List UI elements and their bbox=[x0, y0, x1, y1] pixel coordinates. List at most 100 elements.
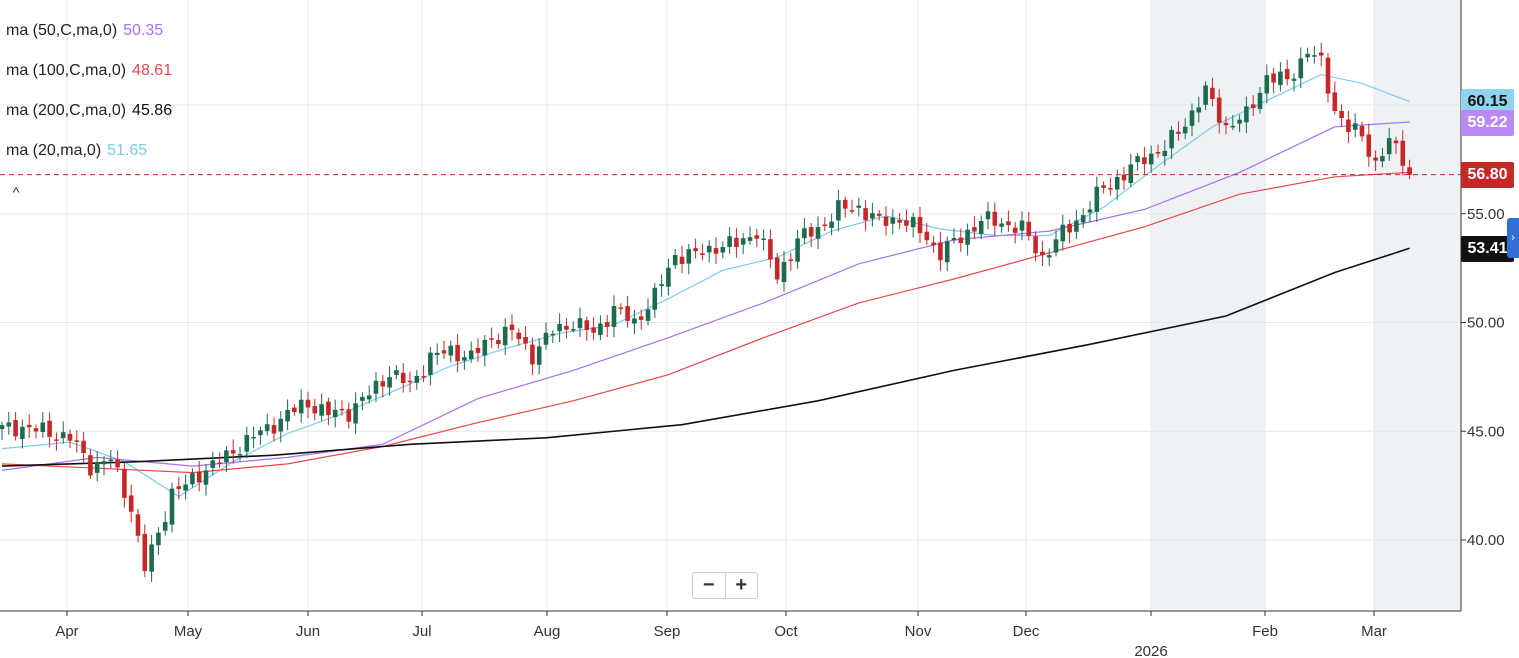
candle-body bbox=[577, 318, 583, 329]
candle-body bbox=[1196, 107, 1202, 113]
candle-body bbox=[373, 380, 379, 394]
expand-panel-icon[interactable]: › bbox=[1507, 218, 1519, 258]
candle-body bbox=[1325, 57, 1331, 94]
candle-body bbox=[1176, 131, 1181, 134]
candle-body bbox=[244, 435, 250, 452]
candle-body bbox=[740, 238, 746, 245]
candle-body bbox=[632, 318, 637, 324]
candle-body bbox=[1012, 227, 1018, 233]
candle-body bbox=[455, 344, 460, 362]
candle-body bbox=[747, 237, 753, 241]
candle-body bbox=[1230, 125, 1236, 128]
candle-body bbox=[557, 323, 562, 332]
candle-body bbox=[679, 256, 685, 264]
candle-body bbox=[1312, 55, 1317, 57]
x-tick-label: Jun bbox=[296, 623, 320, 640]
candle-body bbox=[944, 241, 950, 263]
candle-body bbox=[1352, 123, 1358, 130]
candle-body bbox=[550, 333, 556, 336]
candle-body bbox=[598, 323, 603, 336]
candle-body bbox=[1114, 176, 1120, 190]
candle-body bbox=[230, 450, 236, 454]
ma-line bbox=[1, 171, 1410, 474]
candle-body bbox=[414, 375, 420, 383]
candle-body bbox=[1026, 221, 1032, 237]
candle-body bbox=[992, 211, 998, 226]
candle-body bbox=[360, 396, 365, 401]
candle-body bbox=[543, 332, 549, 345]
candle-body bbox=[122, 468, 127, 498]
candle-body bbox=[475, 347, 481, 354]
collapse-legend-icon[interactable]: ^ bbox=[12, 184, 20, 200]
candle-body bbox=[60, 432, 66, 439]
candle-body bbox=[972, 227, 977, 232]
candle-body bbox=[298, 399, 304, 414]
candle-body bbox=[1291, 78, 1297, 81]
candle-body bbox=[713, 248, 719, 254]
candle-body bbox=[496, 340, 501, 344]
ma-line bbox=[1, 247, 1410, 467]
y-tick-label: 50.00 bbox=[1467, 315, 1505, 332]
candle-body bbox=[985, 211, 991, 220]
candle-body bbox=[584, 320, 590, 330]
candle-body bbox=[1359, 125, 1365, 137]
legend-label: ma (20,ma,0) bbox=[6, 142, 102, 159]
candle-body bbox=[183, 484, 188, 491]
candle-body bbox=[292, 407, 297, 412]
candle-body bbox=[1250, 104, 1256, 109]
candle-body bbox=[965, 229, 970, 245]
candle-body bbox=[1006, 221, 1011, 226]
zoom-in-button[interactable]: + bbox=[735, 574, 748, 596]
candle-body bbox=[421, 376, 426, 378]
candle-body bbox=[700, 253, 705, 256]
candle-body bbox=[618, 307, 624, 309]
candle-body bbox=[210, 460, 216, 468]
candle-body bbox=[1332, 92, 1338, 112]
candle-body bbox=[924, 231, 930, 241]
candle-body bbox=[591, 327, 596, 333]
candle-body bbox=[1386, 138, 1392, 155]
candle-body bbox=[502, 326, 508, 346]
candle-body bbox=[1155, 151, 1161, 154]
x-tick-label: Apr bbox=[55, 623, 78, 640]
candle-body bbox=[883, 216, 889, 226]
candle-body bbox=[394, 370, 399, 375]
candle-body bbox=[1067, 223, 1072, 233]
candle-body bbox=[536, 346, 542, 365]
candle-body bbox=[101, 461, 107, 465]
candle-body bbox=[271, 425, 277, 434]
candle-body bbox=[917, 216, 923, 234]
candle-body bbox=[1094, 186, 1100, 212]
candle-body bbox=[761, 238, 766, 241]
candle-body bbox=[482, 339, 488, 356]
candle-body bbox=[434, 352, 440, 355]
legend-value: 51.65 bbox=[107, 142, 148, 159]
candle-body bbox=[74, 440, 80, 442]
candle-body bbox=[366, 395, 372, 400]
legend-label: ma (100,C,ma,0) bbox=[6, 62, 127, 79]
candle-body bbox=[938, 242, 943, 261]
candle-body bbox=[781, 261, 787, 283]
candle-body bbox=[1237, 119, 1242, 124]
candle-body bbox=[706, 245, 712, 253]
candle-body bbox=[999, 223, 1004, 227]
legend-ma200: ma (200,C,ma,0) 45.86 bbox=[6, 102, 172, 120]
candle-body bbox=[1101, 185, 1106, 188]
candle-body bbox=[870, 213, 875, 219]
ma-line bbox=[1, 73, 1410, 498]
ma200-badge: 53.41 bbox=[1461, 236, 1514, 262]
candle-body bbox=[54, 439, 59, 441]
y-tick-label: 55.00 bbox=[1467, 206, 1505, 223]
candle-body bbox=[788, 259, 794, 261]
candle-body bbox=[278, 418, 284, 432]
candle-body bbox=[1128, 164, 1134, 184]
candle-body bbox=[904, 220, 909, 226]
candle-body bbox=[659, 284, 664, 286]
candle-body bbox=[849, 210, 855, 212]
candle-body bbox=[1053, 239, 1059, 253]
zoom-out-button[interactable]: − bbox=[693, 573, 726, 598]
candle-body bbox=[1216, 97, 1222, 123]
candle-body bbox=[822, 224, 828, 226]
candle-body bbox=[1148, 153, 1154, 165]
